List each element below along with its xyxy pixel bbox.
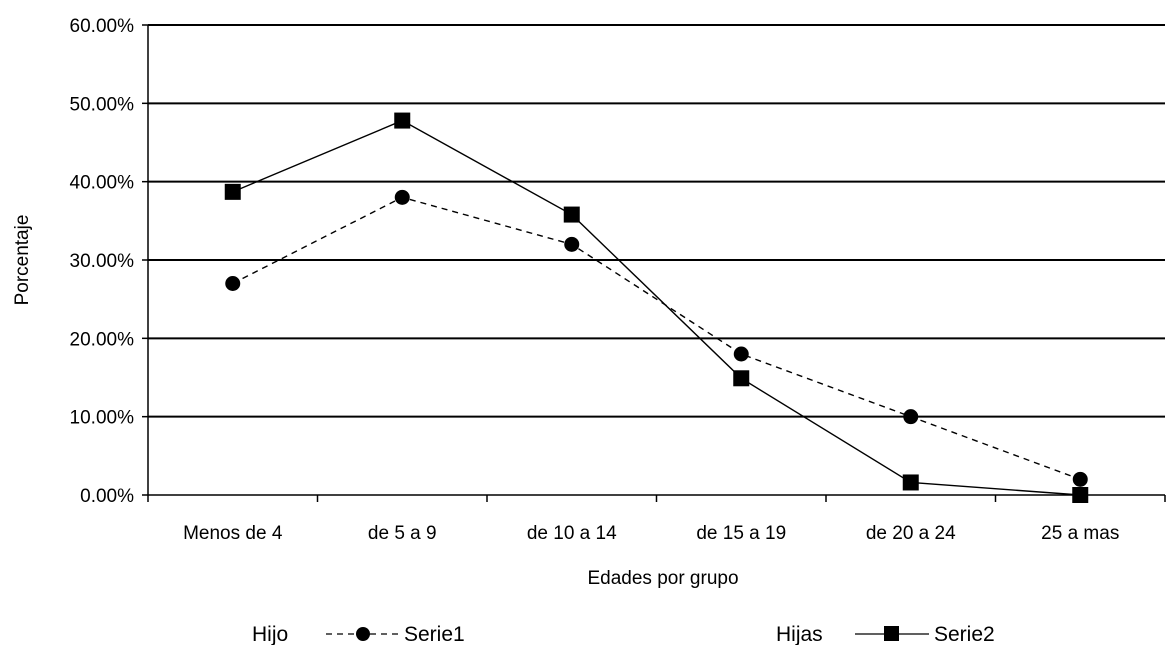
axes [142,24,1166,502]
legend-marker-serie2 [884,626,899,641]
grid-lines [148,24,1165,418]
legend-prefix-hijo: Hijo [252,623,288,645]
legend-prefix-hijas: Hijas [776,623,823,645]
y-axis-title: Porcentaje [12,215,33,306]
point-serie1-1 [394,189,410,205]
point-serie2-1 [394,112,411,129]
y-tick-label-1: 10.00% [70,408,135,429]
point-serie2-0 [224,183,241,200]
point-serie2-4 [902,474,919,491]
x-tick-label-3: de 15 a 19 [696,523,786,544]
point-serie2-3 [733,370,750,387]
y-tick-label-0: 0.00% [80,486,134,507]
legend-label-serie1: Serie1 [404,623,465,645]
series-line-serie2 [232,119,1081,496]
x-tick-label-4: de 20 a 24 [866,523,956,544]
legend-item-serie2: Hijas Serie2 [776,623,995,645]
point-serie1-4 [903,409,919,425]
point-serie1-3 [733,346,749,362]
legend-marker-serie1 [356,627,370,641]
y-tick-label-6: 60.00% [70,16,135,37]
point-serie1-0 [225,276,241,291]
point-serie1-5 [1072,471,1088,487]
series-line-serie1 [232,196,1081,480]
point-serie1-2 [564,236,580,252]
legend-item-serie1: Hijo Serie1 [252,623,465,645]
x-tick-label-0: Menos de 4 [183,523,283,544]
x-tick-labels: Menos de 4 de 5 a 9 de 10 a 14 de 15 a 19 de… [183,523,1119,544]
legend: Hijo Serie1 Hijas Serie2 [252,623,995,645]
x-axis-title: Edades por grupo [587,568,738,589]
y-tick-label-3: 30.00% [70,251,135,272]
point-serie2-2 [563,206,580,223]
y-tick-label-4: 40.00% [70,173,135,194]
series-serie1 [225,189,1088,487]
series-serie2 [224,112,1089,503]
y-tick-labels: 0.00% 10.00% 20.00% 30.00% 40.00% 50.00% 60.00… [70,16,135,507]
x-tick-label-2: de 10 a 14 [527,523,617,544]
y-tick-label-2: 20.00% [70,329,135,350]
x-tick-label-5: 25 a mas [1041,523,1119,544]
point-serie2-5 [1072,487,1089,503]
y-tick-label-5: 50.00% [70,94,135,115]
x-tick-label-1: de 5 a 9 [368,523,437,544]
series [224,112,1089,503]
legend-label-serie2: Serie2 [934,623,995,645]
